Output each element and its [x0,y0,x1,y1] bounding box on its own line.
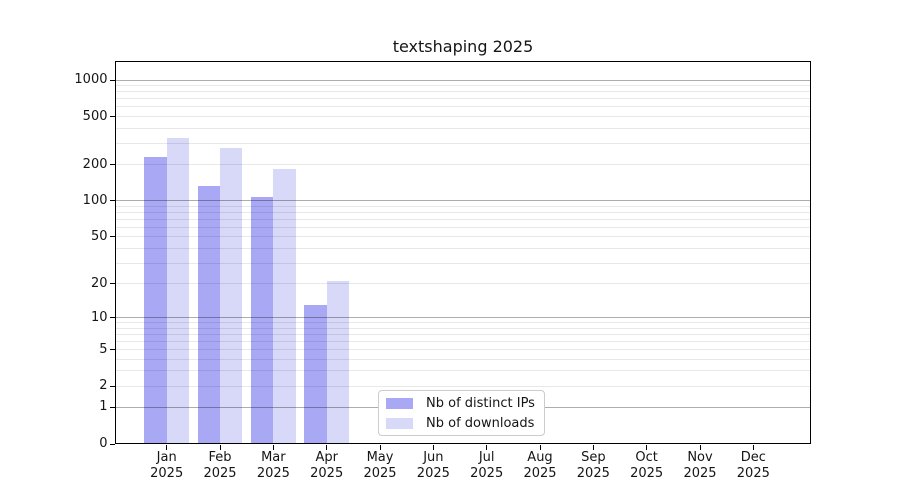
x-tick-label-nov: Nov 2025 [683,449,717,482]
y-tick-0 [109,443,115,445]
x-tick-jun [432,444,434,450]
legend-item-downloads: Nb of downloads [386,415,536,431]
x-tick-jan [166,444,168,450]
x-tick-may [379,444,381,450]
gridline-y-7 [115,333,810,335]
gridline-y-800 [115,91,810,93]
x-tick-label-oct: Oct 2025 [630,449,664,482]
gridline-y-700 [115,98,810,100]
x-tick-aug [539,444,541,450]
gridline-y-100 [115,200,810,202]
y-tick-500 [109,116,115,118]
legend-label-downloads: Nb of downloads [426,415,535,431]
gridline-y-50 [115,236,810,238]
y-tick-label-5: 5 [99,341,108,357]
gridline-y-80 [115,212,810,213]
y-tick-label-1000: 1000 [74,72,108,88]
plot-area [114,60,811,444]
y-tick-2 [109,385,115,387]
bar-distinct-ips-feb [197,186,221,443]
gridline-y-500 [115,116,810,118]
legend: Nb of distinct IPs Nb of downloads [378,390,545,436]
gridline-y-5 [115,349,810,351]
y-tick-label-20: 20 [90,275,108,291]
y-tick-label-100: 100 [82,192,108,208]
y-tick-50 [109,236,115,238]
gridline-y-10 [115,317,810,319]
gridline-y-70 [115,218,810,220]
x-tick-jul [486,444,488,450]
y-tick-label-2: 2 [99,378,108,394]
bar-downloads-mar [273,168,296,443]
legend-swatch-distinct-ips [386,397,413,409]
gridline-y-1000 [115,79,810,81]
x-tick-label-dec: Dec 2025 [736,449,770,482]
gridline-y-200 [115,164,810,166]
gridline-y-900 [115,85,810,87]
legend-label-distinct-ips: Nb of distinct IPs [426,395,535,411]
gridline-y-300 [115,142,810,144]
bar-distinct-ips-apr [304,304,327,443]
x-tick-oct [646,444,648,450]
x-tick-label-jan: Jan 2025 [150,449,184,482]
x-tick-mar [272,444,274,450]
y-tick-100 [109,200,115,202]
y-tick-label-500: 500 [82,108,108,124]
x-tick-label-jul: Jul 2025 [470,449,504,482]
gridline-y-8 [115,327,810,329]
x-tick-label-sep: Sep 2025 [576,449,610,482]
x-tick-label-apr: Apr 2025 [310,449,344,482]
gridline-y-2 [115,385,810,387]
gridline-y-3 [115,370,810,372]
legend-swatch-downloads [386,417,413,429]
gridline-y-600 [115,106,810,108]
x-tick-label-may: May 2025 [363,449,397,482]
y-tick-1000 [109,79,115,81]
x-tick-feb [219,444,221,450]
gridline-y-6 [115,340,810,342]
x-tick-dec [752,444,754,450]
y-tick-20 [109,283,115,285]
y-tick-200 [109,164,115,166]
gridline-y-30 [115,262,810,264]
y-tick-10 [109,317,115,319]
gridline-y-90 [115,205,810,207]
y-tick-1 [109,406,115,408]
x-tick-label-jun: Jun 2025 [416,449,450,482]
x-tick-label-aug: Aug 2025 [523,449,557,482]
x-tick-label-mar: Mar 2025 [256,449,290,482]
y-tick-5 [109,349,115,351]
y-tick-label-1: 1 [99,399,108,415]
x-tick-nov [699,444,701,450]
legend-item-distinct-ips: Nb of distinct IPs [386,395,536,411]
x-tick-sep [592,444,594,450]
y-tick-label-200: 200 [82,156,108,172]
y-tick-label-50: 50 [90,228,108,244]
chart-title: textshaping 2025 [392,37,534,56]
x-tick-apr [326,444,328,450]
gridline-y-9 [115,322,810,324]
bar-distinct-ips-jan [144,157,167,443]
bar-distinct-ips-mar [251,196,274,443]
gridline-y-4 [115,358,810,360]
bar-downloads-apr [326,281,349,443]
bar-downloads-feb [220,147,243,443]
gridline-y-60 [115,226,810,228]
y-tick-label-10: 10 [90,309,108,325]
gridline-y-400 [115,127,810,129]
gridline-y-20 [115,283,810,285]
x-tick-label-feb: Feb 2025 [203,449,237,482]
y-tick-label-0: 0 [99,436,108,451]
bar-downloads-jan [166,137,189,443]
gridline-y-40 [115,247,810,249]
